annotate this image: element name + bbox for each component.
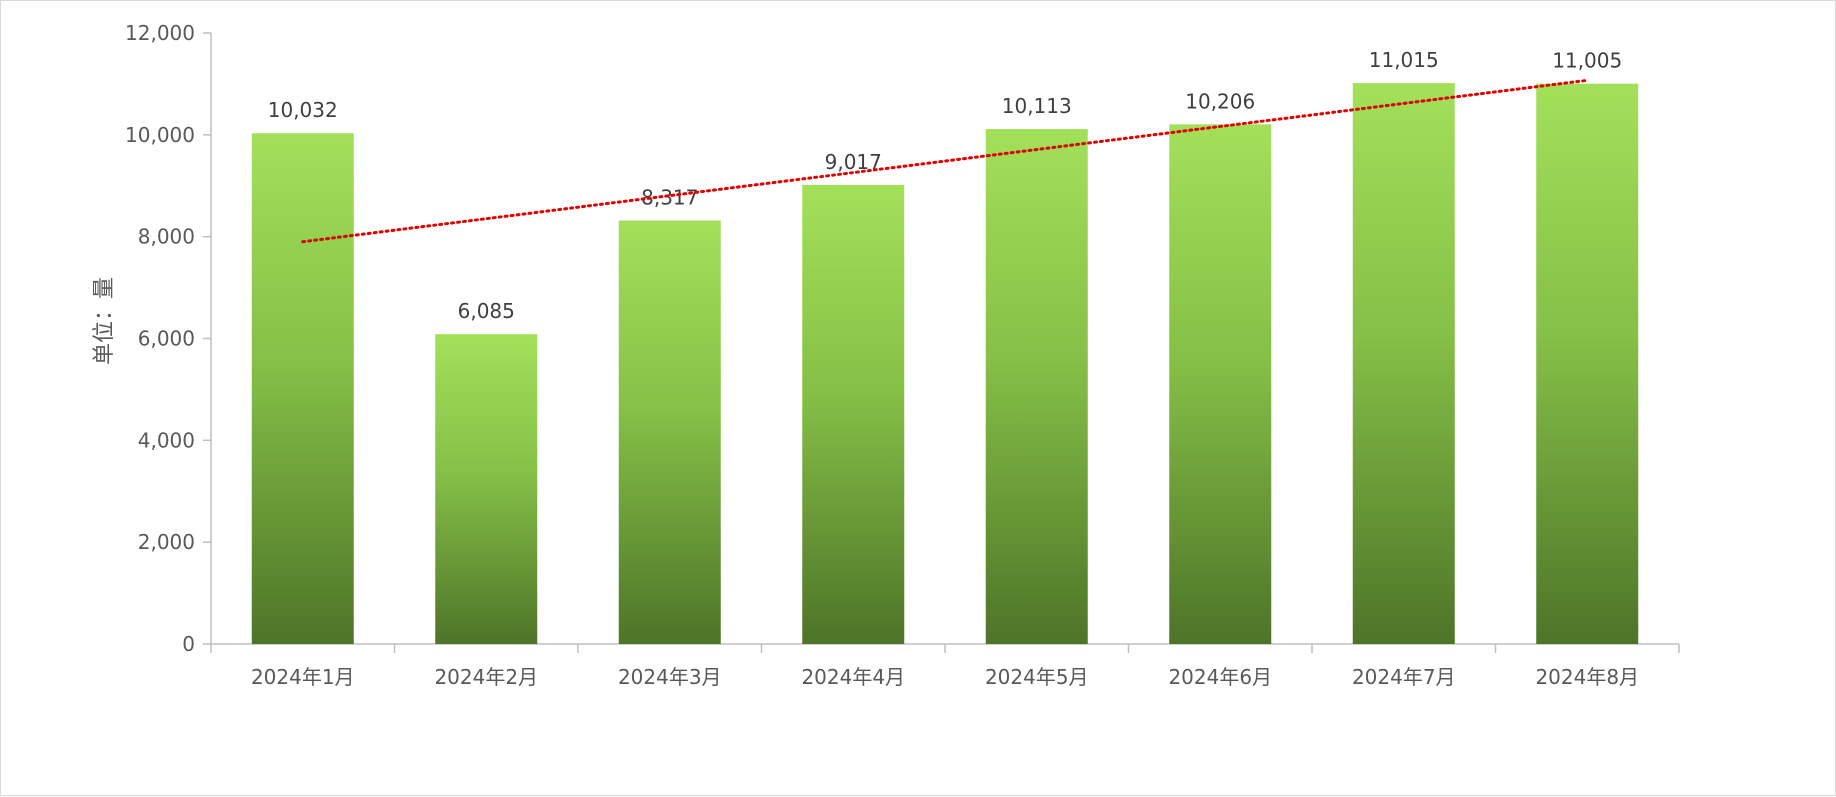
bar: [985, 129, 1088, 645]
x-tick-label: 2024年1月: [251, 665, 355, 689]
y-tick-label: 6,000: [138, 327, 195, 351]
data-label: 6,085: [458, 299, 515, 323]
trendline-group: [301, 78, 1589, 244]
x-tick-label: 2024年8月: [1535, 665, 1639, 689]
y-tick-label: 8,000: [138, 225, 195, 249]
trendline: [301, 78, 1589, 244]
x-tick-label: 2024年2月: [434, 665, 538, 689]
y-tick-label: 12,000: [125, 21, 195, 45]
data-label: 10,113: [1002, 94, 1072, 118]
x-tick-label: 2024年7月: [1352, 665, 1456, 689]
x-tick-label: 2024年5月: [985, 665, 1089, 689]
bar: [1169, 124, 1272, 645]
y-axis: 0 2,000 4,000 6,000 8,000 10,000 12,000: [125, 21, 212, 656]
bar: [251, 133, 354, 645]
bars: [251, 83, 1639, 645]
y-tick-label: 10,000: [125, 123, 195, 147]
data-label: 10,032: [268, 98, 338, 122]
data-label: 11,015: [1369, 48, 1439, 72]
x-tick-label: 2024年3月: [618, 665, 722, 689]
bar: [618, 220, 721, 645]
y-tick-label: 0: [182, 632, 195, 656]
data-label: 9,017: [825, 150, 882, 174]
bar: [1536, 83, 1639, 644]
y-axis-title: 单位：量: [92, 277, 117, 365]
x-tick-label: 2024年4月: [801, 665, 905, 689]
bar: [435, 334, 538, 644]
bar: [802, 184, 905, 645]
x-axis: 2024年1月 2024年2月 2024年3月 2024年4月 2024年5月 2024年…: [210, 643, 1680, 689]
data-label: 11,005: [1552, 49, 1622, 73]
data-label: 10,206: [1185, 89, 1255, 113]
y-tick-label: 2,000: [138, 530, 195, 554]
x-tick-label: 2024年6月: [1168, 665, 1272, 689]
bar: [1352, 83, 1455, 645]
y-tick-label: 4,000: [138, 428, 195, 452]
